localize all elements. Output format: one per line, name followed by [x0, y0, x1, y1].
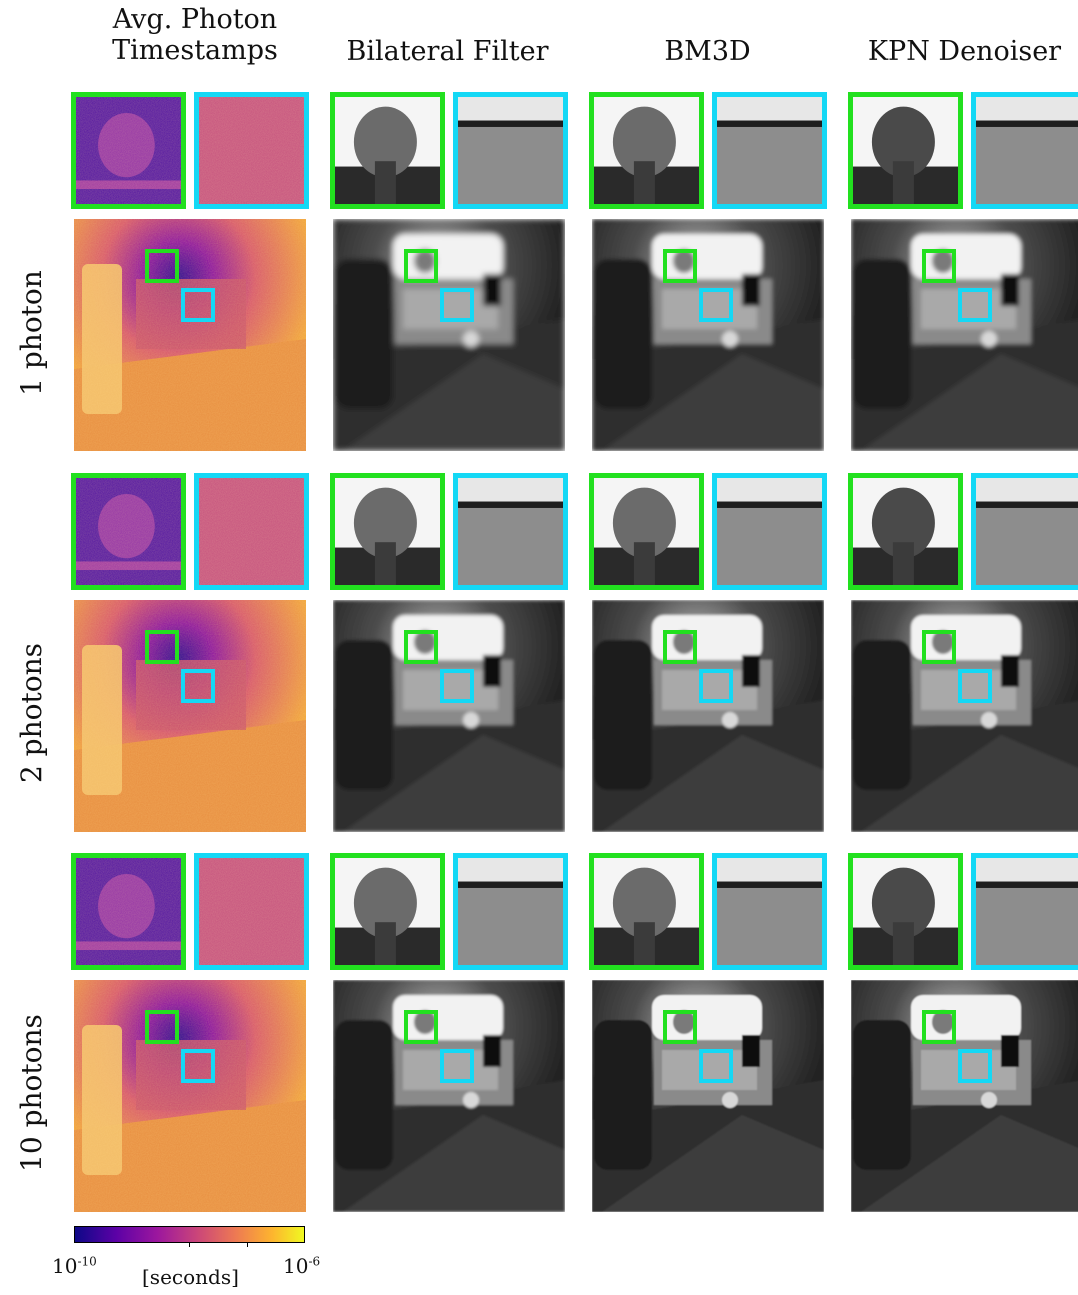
green-roi-box [404, 1010, 438, 1044]
zoom-crop-sign [971, 853, 1078, 970]
zoom-crop-face [71, 92, 186, 209]
denoised-image [333, 980, 565, 1212]
cyan-roi-box [440, 669, 474, 703]
header-bm3d: BM3D [664, 36, 751, 67]
timestamp-image [74, 980, 306, 1212]
denoised-image [333, 219, 565, 451]
colorbar [74, 1226, 305, 1243]
zoom-crop-sign [453, 92, 568, 209]
timestamp-image [74, 600, 306, 832]
zoom-crop-face [848, 473, 963, 590]
denoised-image [592, 600, 824, 832]
colorbar-tick [247, 1243, 248, 1247]
green-roi-box [404, 630, 438, 664]
zoom-crop-sign [194, 473, 309, 590]
green-roi-box [922, 249, 956, 283]
denoised-image [333, 600, 565, 832]
timestamp-image [74, 219, 306, 451]
green-roi-box [145, 249, 179, 283]
zoom-crop-face [589, 473, 704, 590]
zoom-crop-sign [453, 853, 568, 970]
cyan-roi-box [181, 669, 215, 703]
zoom-crop-face [330, 853, 445, 970]
row-label-10-photons: 10 photons [15, 1014, 48, 1172]
cyan-roi-box [699, 1049, 733, 1083]
row-label-1-photon: 1 photon [15, 270, 48, 396]
zoom-crop-face [330, 473, 445, 590]
denoised-image [851, 600, 1078, 832]
row-label-2-photons: 2 photons [15, 642, 48, 784]
green-roi-box [922, 630, 956, 664]
green-roi-box [663, 1010, 697, 1044]
green-roi-box [404, 249, 438, 283]
cyan-roi-box [958, 669, 992, 703]
zoom-crop-face [330, 92, 445, 209]
colorbar-unit-label: [seconds] [142, 1265, 239, 1289]
zoom-crop-face [589, 853, 704, 970]
cyan-roi-box [958, 288, 992, 322]
cyan-roi-box [440, 1049, 474, 1083]
zoom-crop-face [848, 853, 963, 970]
header-avg-photon-timestamps: Avg. Photon Timestamps [112, 4, 278, 66]
green-roi-box [663, 249, 697, 283]
zoom-crop-face [589, 92, 704, 209]
header-bilateral-filter: Bilateral Filter [346, 36, 549, 67]
zoom-crop-sign [194, 853, 309, 970]
cyan-roi-box [699, 669, 733, 703]
green-roi-box [922, 1010, 956, 1044]
cyan-roi-box [181, 1049, 215, 1083]
denoised-image [851, 980, 1078, 1212]
denoised-image [592, 219, 824, 451]
zoom-crop-sign [453, 473, 568, 590]
zoom-crop-sign [712, 473, 827, 590]
green-roi-box [145, 630, 179, 664]
zoom-crop-sign [712, 92, 827, 209]
colorbar-min-label: 10-10 [52, 1254, 97, 1278]
green-roi-box [663, 630, 697, 664]
cyan-roi-box [958, 1049, 992, 1083]
denoised-image [851, 219, 1078, 451]
header-kpn-denoiser: KPN Denoiser [867, 36, 1062, 67]
cyan-roi-box [440, 288, 474, 322]
colorbar-max-label: 10-6 [283, 1254, 321, 1278]
cyan-roi-box [181, 288, 215, 322]
zoom-crop-sign [194, 92, 309, 209]
denoised-image [592, 980, 824, 1212]
green-roi-box [145, 1010, 179, 1044]
cyan-roi-box [699, 288, 733, 322]
zoom-crop-face [848, 92, 963, 209]
zoom-crop-sign [712, 853, 827, 970]
zoom-crop-face [71, 853, 186, 970]
zoom-crop-sign [971, 473, 1078, 590]
colorbar-tick [189, 1243, 190, 1247]
zoom-crop-sign [971, 92, 1078, 209]
zoom-crop-face [71, 473, 186, 590]
